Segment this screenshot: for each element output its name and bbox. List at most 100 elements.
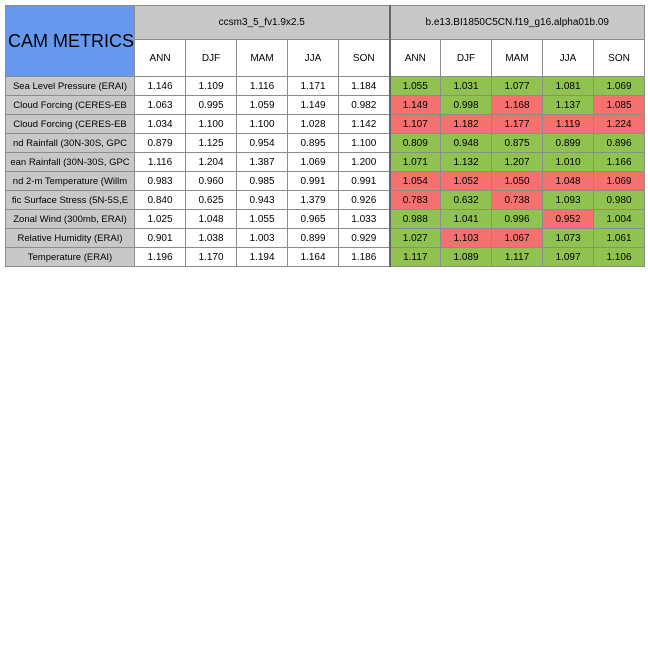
- metric-label-text: Temperature (ERAI): [27, 251, 113, 263]
- reference-value-cell: 1.387: [236, 152, 288, 172]
- reference-value-cell: 1.171: [287, 76, 339, 96]
- test-value-cell: 1.107: [388, 114, 441, 134]
- test-value-cell: 1.149: [388, 95, 441, 115]
- metric-label: Cloud Forcing (CERES-EB: [5, 95, 135, 115]
- model-header-reference: ccsm3_5_fv1.9x2.5: [134, 4, 390, 41]
- test-value-cell: 1.089: [440, 247, 492, 267]
- reference-value-cell: 0.960: [185, 171, 237, 191]
- reference-value-cell: 0.625: [185, 190, 237, 210]
- reference-value-cell: 0.954: [236, 133, 288, 153]
- table-row: Zonal Wind (300mb, ERAI) 1.025 1.048 1.055 0…: [5, 209, 645, 229]
- metric-label: Zonal Wind (300mb, ERAI): [5, 209, 135, 229]
- test-value-cell: 1.168: [491, 95, 543, 115]
- reference-value-cell: 0.840: [134, 190, 186, 210]
- reference-value-cell: 0.895: [287, 133, 339, 153]
- reference-value-cell: 1.028: [287, 114, 339, 134]
- test-value-cell: 0.875: [491, 133, 543, 153]
- reference-value-cell: 1.100: [338, 133, 390, 153]
- reference-value-cell: 1.196: [134, 247, 186, 267]
- season-header: SON: [593, 39, 645, 77]
- test-value-cell: 1.097: [542, 247, 594, 267]
- reference-value-cell: 1.146: [134, 76, 186, 96]
- test-value-cell: 1.117: [491, 247, 543, 267]
- table-row: Cloud Forcing (CERES-EB 1.034 1.100 1.100 1.…: [5, 114, 645, 134]
- season-header: MAM: [491, 39, 543, 77]
- test-value-cell: 1.041: [440, 209, 492, 229]
- reference-value-cell: 1.034: [134, 114, 186, 134]
- test-value-cell: 1.069: [593, 171, 645, 191]
- test-value-cell: 1.027: [388, 228, 441, 248]
- test-value-cell: 1.069: [593, 76, 645, 96]
- test-value-cell: 1.073: [542, 228, 594, 248]
- table-row: nd 2-m Temperature (Willm 0.983 0.960 0.985…: [5, 171, 645, 191]
- metric-label: ean Rainfall (30N-30S, GPC: [5, 152, 135, 172]
- reference-value-cell: 0.995: [185, 95, 237, 115]
- test-value-cell: 1.052: [440, 171, 492, 191]
- table-title: CAM METRICS: [5, 5, 135, 77]
- test-value-cell: 1.103: [440, 228, 492, 248]
- reference-value-cell: 1.142: [338, 114, 390, 134]
- metric-label-text: Zonal Wind (300mb, ERAI): [13, 213, 127, 225]
- metric-label-text: Sea Level Pressure (ERAI): [12, 80, 128, 92]
- reference-value-cell: 1.164: [287, 247, 339, 267]
- reference-value-cell: 1.116: [236, 76, 288, 96]
- reference-value-cell: 0.926: [338, 190, 390, 210]
- test-value-cell: 1.224: [593, 114, 645, 134]
- test-value-cell: 0.948: [440, 133, 492, 153]
- metric-label: Cloud Forcing (CERES-EB: [5, 114, 135, 134]
- reference-value-cell: 0.965: [287, 209, 339, 229]
- test-value-cell: 1.182: [440, 114, 492, 134]
- reference-value-cell: 0.991: [338, 171, 390, 191]
- metric-label: Relative Humidity (ERAI): [5, 228, 135, 248]
- reference-value-cell: 1.186: [338, 247, 390, 267]
- test-value-cell: 1.117: [388, 247, 441, 267]
- reference-value-cell: 0.901: [134, 228, 186, 248]
- season-header: MAM: [236, 39, 288, 77]
- metric-label: nd Rainfall (30N-30S, GPC: [5, 133, 135, 153]
- metrics-body: Sea Level Pressure (ERAI) 1.146 1.109 1.116…: [5, 76, 645, 267]
- reference-value-cell: 1.170: [185, 247, 237, 267]
- season-header: DJF: [185, 39, 237, 77]
- metric-label-text: fic Surface Stress (5N-5S,E: [11, 194, 129, 206]
- test-value-cell: 0.996: [491, 209, 543, 229]
- table-row: Temperature (ERAI) 1.196 1.170 1.194 1.164 1.…: [5, 247, 645, 267]
- table-row: Relative Humidity (ERAI) 0.901 1.038 1.003 0…: [5, 228, 645, 248]
- test-value-cell: 0.899: [542, 133, 594, 153]
- metric-label-text: Cloud Forcing (CERES-EB: [13, 118, 127, 130]
- reference-value-cell: 1.116: [134, 152, 186, 172]
- test-value-cell: 1.207: [491, 152, 543, 172]
- test-value-cell: 1.093: [542, 190, 594, 210]
- test-value-cell: 1.050: [491, 171, 543, 191]
- reference-value-cell: 1.055: [236, 209, 288, 229]
- test-value-cell: 1.055: [388, 76, 441, 96]
- test-value-cell: 0.809: [388, 133, 441, 153]
- metric-label: fic Surface Stress (5N-5S,E: [5, 190, 135, 210]
- table-row: nd Rainfall (30N-30S, GPC 0.879 1.125 0.954…: [5, 133, 645, 153]
- test-value-cell: 0.896: [593, 133, 645, 153]
- metric-label-text: ean Rainfall (30N-30S, GPC: [10, 156, 130, 168]
- reference-value-cell: 0.879: [134, 133, 186, 153]
- reference-value-cell: 1.003: [236, 228, 288, 248]
- season-header: ANN: [134, 39, 186, 77]
- metric-label-text: nd Rainfall (30N-30S, GPC: [12, 137, 128, 149]
- table-row: Sea Level Pressure (ERAI) 1.146 1.109 1.116…: [5, 76, 645, 96]
- reference-value-cell: 1.184: [338, 76, 390, 96]
- test-value-cell: 1.054: [388, 171, 441, 191]
- test-value-cell: 1.077: [491, 76, 543, 96]
- model-header-test: b.e13.BI1850C5CN.f19_g16.alpha01b.09: [388, 4, 645, 41]
- test-value-cell: 0.952: [542, 209, 594, 229]
- reference-value-cell: 0.982: [338, 95, 390, 115]
- reference-value-cell: 0.985: [236, 171, 288, 191]
- test-value-cell: 1.010: [542, 152, 594, 172]
- test-value-cell: 1.137: [542, 95, 594, 115]
- reference-value-cell: 0.899: [287, 228, 339, 248]
- test-value-cell: 0.980: [593, 190, 645, 210]
- reference-value-cell: 1.200: [338, 152, 390, 172]
- season-header: DJF: [440, 39, 492, 77]
- reference-value-cell: 1.025: [134, 209, 186, 229]
- metric-label-text: Cloud Forcing (CERES-EB: [13, 99, 127, 111]
- test-value-cell: 0.988: [388, 209, 441, 229]
- test-value-cell: 0.632: [440, 190, 492, 210]
- table-row: ean Rainfall (30N-30S, GPC 1.116 1.204 1.38…: [5, 152, 645, 172]
- reference-value-cell: 1.100: [185, 114, 237, 134]
